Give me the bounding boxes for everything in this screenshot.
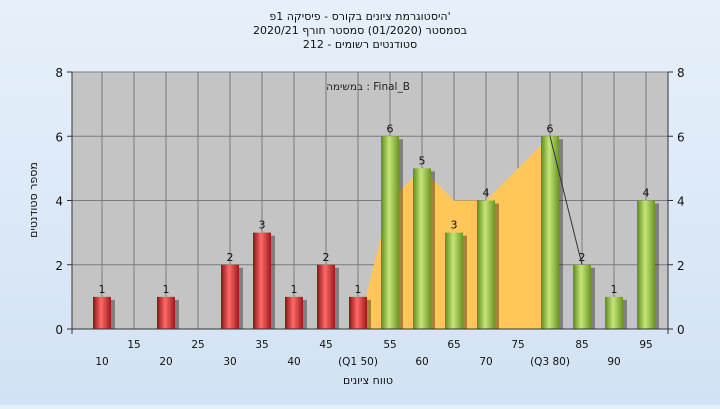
bar <box>477 200 495 329</box>
x-tick-label-upper: 15 <box>127 339 140 351</box>
y-tick-label-right: 4 <box>677 195 685 209</box>
y-tick-label-right: 6 <box>677 130 685 144</box>
y-tick-label-right: 8 <box>677 66 685 80</box>
y-axis-title: מספר סטודנטים <box>27 162 40 238</box>
bar <box>637 200 655 329</box>
bar-value-label: 6 <box>547 122 554 135</box>
bar <box>285 296 303 329</box>
x-tick-label-upper: 65 <box>447 339 460 351</box>
bar-value-label: 2 <box>323 251 330 264</box>
x-tick-label-upper: 25 <box>191 339 204 351</box>
bar <box>221 264 239 329</box>
y-tick-label-left: 8 <box>55 66 63 80</box>
x-tick-label-lower: 40 <box>287 356 300 368</box>
bar <box>349 296 367 329</box>
bar-value-label: 1 <box>291 283 298 296</box>
bar-value-label: 1 <box>611 283 618 296</box>
x-tick-label-lower: 60 <box>415 356 428 368</box>
y-tick-label-right: 2 <box>677 259 685 273</box>
bar <box>157 296 175 329</box>
x-axis-title: טווח ציונים <box>343 374 393 387</box>
x-tick-label-upper: 35 <box>255 339 268 351</box>
bar <box>573 264 591 329</box>
x-tick-label-upper: 85 <box>575 339 588 351</box>
y-tick-label-left: 4 <box>55 195 63 209</box>
x-tick-label-upper: 75 <box>511 339 524 351</box>
bar-value-label: 3 <box>259 219 266 232</box>
x-tick-label-lower: 30 <box>223 356 236 368</box>
bar-value-label: 5 <box>419 154 426 167</box>
bar-value-label: 2 <box>579 251 586 264</box>
bar <box>413 168 431 329</box>
y-tick-label-left: 0 <box>55 323 63 337</box>
x-tick-label-lower: (Q3 80) <box>530 356 570 368</box>
x-tick-label-upper: 45 <box>319 339 332 351</box>
q3-connector-line <box>549 136 583 265</box>
bar-value-label: 1 <box>163 283 170 296</box>
bar-value-label: 4 <box>483 187 490 200</box>
bar <box>445 232 463 329</box>
bar <box>381 136 399 329</box>
x-tick-label-lower: 20 <box>159 356 172 368</box>
x-tick-label-upper: 95 <box>639 339 652 351</box>
x-tick-label-lower: 70 <box>479 356 492 368</box>
bar <box>605 296 623 329</box>
bar-value-label: 4 <box>643 187 650 200</box>
y-tick-label-left: 2 <box>55 259 63 273</box>
bar <box>93 296 111 329</box>
bar-series: 1 1 2 3 1 2 1 6 5 3 4 6 2 1 4 <box>93 122 659 329</box>
y-tick-label-left: 6 <box>55 130 63 144</box>
chart-title-line-3: סטודנטים רשומים - 212 <box>303 38 417 51</box>
chart-title-line-1: היסטוגרמת ציונים בקורס - פיסיקה 1פ' <box>269 10 450 23</box>
y-tick-label-right: 0 <box>677 323 685 337</box>
bar-value-label: 2 <box>227 251 234 264</box>
x-tick-label-upper: 55 <box>383 339 396 351</box>
bar <box>317 264 335 329</box>
x-tick-label-lower: (Q1 50) <box>338 356 378 368</box>
x-tick-label-lower: 90 <box>607 356 620 368</box>
bar-value-label: 1 <box>99 283 106 296</box>
bar <box>253 232 271 329</box>
task-annotation: במשימה : Final_B <box>326 81 410 93</box>
chart-title-line-2: בסמסטר (01/2020) סמסטר חורף 2020/21 <box>253 24 467 37</box>
bar-value-label: 3 <box>451 219 458 232</box>
bar-value-label: 6 <box>387 122 394 135</box>
x-tick-label-lower: 10 <box>95 356 108 368</box>
bar-value-label: 1 <box>355 283 362 296</box>
bar <box>541 136 559 329</box>
